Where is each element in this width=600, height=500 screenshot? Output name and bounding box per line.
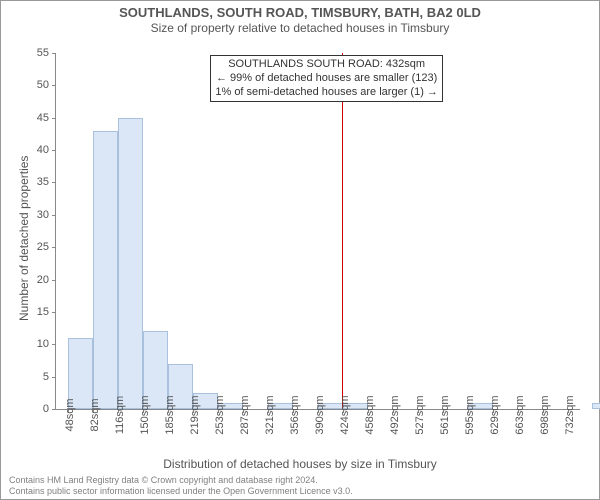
footer-line2: Contains public sector information licen… — [9, 486, 353, 497]
ytick-mark — [52, 344, 56, 345]
ytick-mark — [52, 53, 56, 54]
annotation-line2: ← 99% of detached houses are smaller (12… — [215, 72, 438, 86]
ytick-mark — [52, 377, 56, 378]
ytick-label: 5 — [25, 371, 49, 383]
annotation-box: SOUTHLANDS SOUTH ROAD: 432sqm ← 99% of d… — [210, 55, 443, 102]
x-axis-label: Distribution of detached houses by size … — [1, 457, 599, 471]
ytick-label: 20 — [25, 274, 49, 286]
xtick-label: 492sqm — [389, 395, 401, 434]
xtick-label: 82sqm — [89, 398, 101, 431]
histogram-bar — [118, 118, 143, 409]
ytick-label: 30 — [25, 209, 49, 221]
annotation-line1: SOUTHLANDS SOUTH ROAD: 432sqm — [215, 58, 438, 72]
ytick-label: 45 — [25, 112, 49, 124]
ytick-mark — [52, 409, 56, 410]
xtick-label: 595sqm — [464, 395, 476, 434]
ytick-label: 25 — [25, 241, 49, 253]
xtick-label: 698sqm — [539, 395, 551, 434]
chart-title-line2: Size of property relative to detached ho… — [1, 21, 599, 35]
ytick-mark — [52, 280, 56, 281]
footer-line1: Contains HM Land Registry data © Crown c… — [9, 475, 353, 486]
xtick-label: 424sqm — [339, 395, 351, 434]
ytick-mark — [52, 182, 56, 183]
histogram-bar — [93, 131, 118, 409]
plot-area: SOUTHLANDS SOUTH ROAD: 432sqm ← 99% of d… — [55, 53, 580, 410]
xtick-label: 390sqm — [314, 395, 326, 434]
xtick-label: 48sqm — [64, 398, 76, 431]
ytick-mark — [52, 150, 56, 151]
ytick-label: 10 — [25, 338, 49, 350]
xtick-label: 527sqm — [414, 395, 426, 434]
footer-attribution: Contains HM Land Registry data © Crown c… — [9, 475, 353, 497]
xtick-label: 287sqm — [239, 395, 251, 434]
xtick-label: 116sqm — [114, 396, 126, 434]
ytick-label: 50 — [25, 79, 49, 91]
histogram-bar — [592, 403, 600, 409]
reference-line — [342, 53, 343, 409]
ytick-label: 0 — [25, 403, 49, 415]
ytick-mark — [52, 118, 56, 119]
xtick-label: 219sqm — [189, 395, 201, 434]
ytick-mark — [52, 312, 56, 313]
ytick-mark — [52, 247, 56, 248]
xtick-label: 185sqm — [164, 395, 176, 434]
chart-container: SOUTHLANDS, SOUTH ROAD, TIMSBURY, BATH, … — [0, 0, 600, 500]
annotation-line3: 1% of semi-detached houses are larger (1… — [215, 86, 438, 100]
xtick-label: 356sqm — [289, 395, 301, 434]
ytick-mark — [52, 85, 56, 86]
xtick-label: 663sqm — [514, 395, 526, 434]
ytick-label: 15 — [25, 306, 49, 318]
xtick-label: 458sqm — [364, 395, 376, 434]
xtick-label: 321sqm — [264, 395, 276, 434]
ytick-label: 40 — [25, 144, 49, 156]
ytick-label: 35 — [25, 176, 49, 188]
xtick-label: 253sqm — [214, 395, 226, 434]
xtick-label: 732sqm — [564, 395, 576, 434]
xtick-label: 629sqm — [489, 395, 501, 434]
xtick-label: 561sqm — [439, 395, 451, 434]
ytick-label: 55 — [25, 47, 49, 59]
ytick-mark — [52, 215, 56, 216]
xtick-label: 150sqm — [139, 395, 151, 434]
chart-title-line1: SOUTHLANDS, SOUTH ROAD, TIMSBURY, BATH, … — [1, 5, 599, 20]
